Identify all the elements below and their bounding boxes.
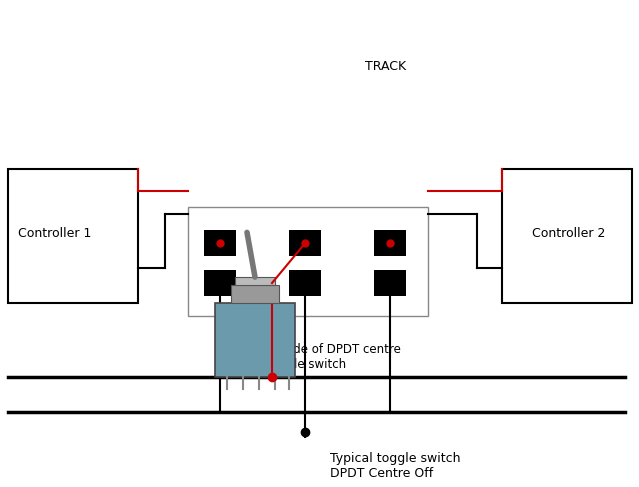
Bar	[231, 285, 279, 303]
Bar	[289, 230, 321, 256]
Text: Controller 1: Controller 1	[19, 227, 91, 240]
Text: Underside of DPDT centre
off toggle switch: Underside of DPDT centre off toggle swit…	[248, 343, 401, 371]
Text: Typical toggle switch
DPDT Centre Off: Typical toggle switch DPDT Centre Off	[330, 452, 461, 480]
Text: TRACK: TRACK	[365, 59, 406, 73]
Bar	[215, 303, 295, 377]
Bar	[204, 230, 236, 256]
Bar	[8, 169, 138, 303]
Text: Controller 2: Controller 2	[532, 227, 606, 240]
Bar	[502, 169, 632, 303]
Bar	[374, 230, 406, 256]
Bar	[289, 270, 321, 296]
Bar	[374, 270, 406, 296]
Bar	[204, 270, 236, 296]
Bar	[188, 206, 428, 316]
Bar	[235, 277, 275, 285]
